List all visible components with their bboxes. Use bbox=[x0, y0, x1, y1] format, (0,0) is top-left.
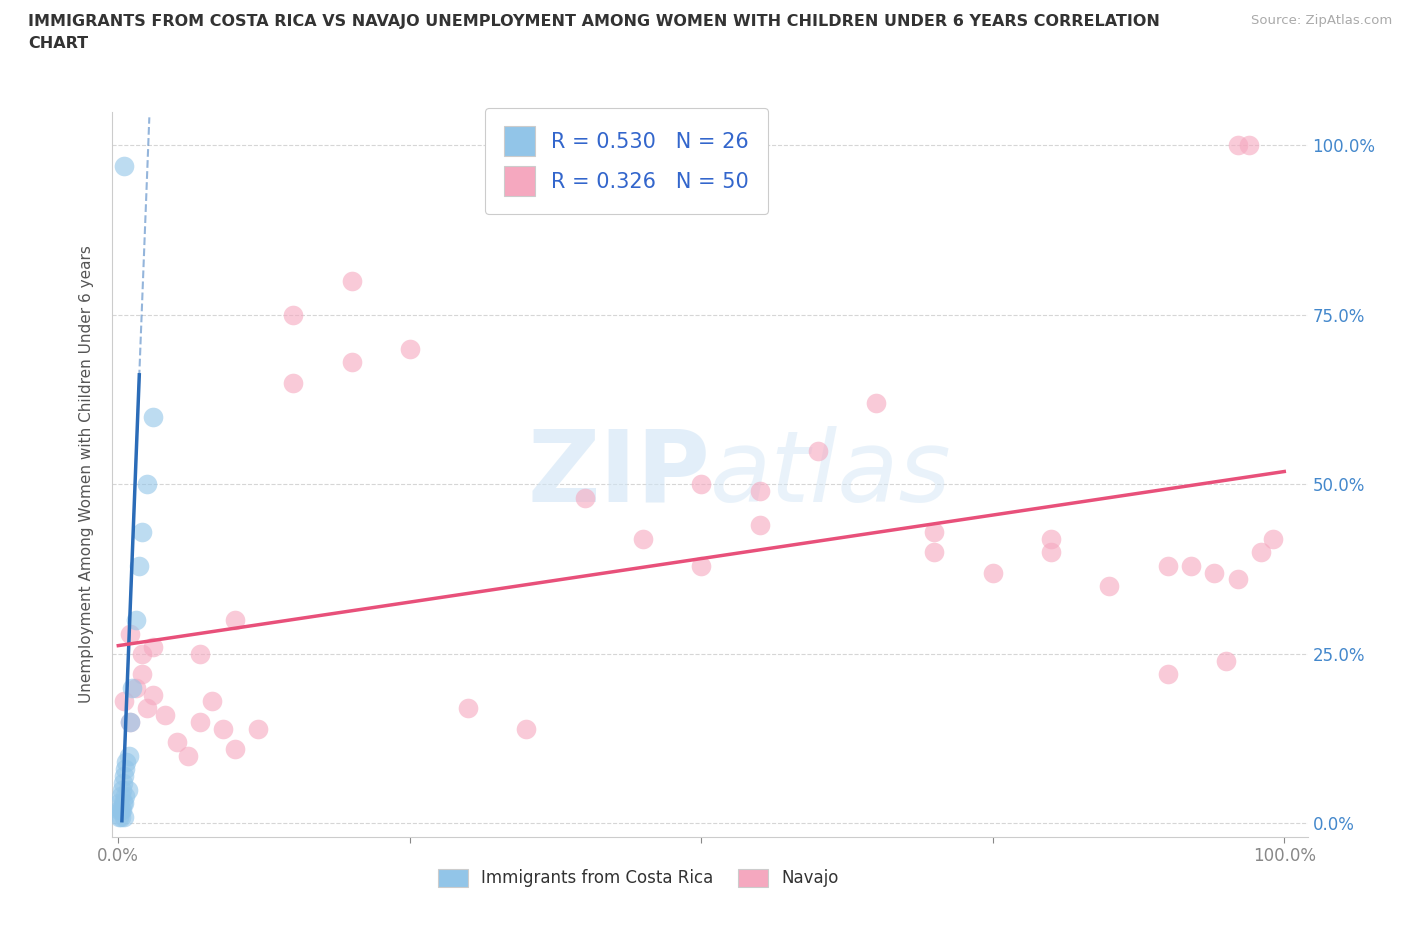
Point bbox=[748, 484, 770, 498]
Point bbox=[112, 768, 135, 783]
Point bbox=[981, 565, 1004, 580]
Point bbox=[153, 708, 176, 723]
Point bbox=[136, 700, 159, 715]
Point bbox=[131, 525, 153, 539]
Point bbox=[1204, 565, 1226, 580]
Point bbox=[111, 803, 134, 817]
Point bbox=[112, 809, 135, 824]
Point bbox=[1261, 531, 1284, 546]
Point bbox=[188, 714, 211, 729]
Point bbox=[110, 803, 132, 817]
Point bbox=[1215, 653, 1237, 668]
Point bbox=[283, 308, 305, 323]
Text: IMMIGRANTS FROM COSTA RICA VS NAVAJO UNEMPLOYMENT AMONG WOMEN WITH CHILDREN UNDE: IMMIGRANTS FROM COSTA RICA VS NAVAJO UNE… bbox=[28, 14, 1160, 51]
Point bbox=[340, 355, 363, 370]
Y-axis label: Unemployment Among Women with Children Under 6 years: Unemployment Among Women with Children U… bbox=[79, 246, 94, 703]
Point bbox=[1239, 138, 1261, 153]
Point bbox=[121, 681, 143, 696]
Point bbox=[200, 694, 222, 709]
Point bbox=[398, 341, 420, 356]
Point bbox=[136, 477, 159, 492]
Point bbox=[115, 755, 138, 770]
Point bbox=[188, 646, 211, 661]
Point bbox=[112, 158, 135, 173]
Point bbox=[224, 613, 246, 628]
Point bbox=[142, 409, 165, 424]
Point bbox=[212, 721, 235, 736]
Point bbox=[865, 395, 887, 410]
Point bbox=[515, 721, 537, 736]
Point bbox=[631, 531, 654, 546]
Point bbox=[131, 667, 153, 682]
Point bbox=[748, 518, 770, 533]
Point bbox=[108, 803, 131, 817]
Point bbox=[111, 782, 134, 797]
Point bbox=[111, 776, 134, 790]
Point bbox=[1156, 667, 1178, 682]
Point bbox=[128, 558, 150, 573]
Point bbox=[690, 558, 713, 573]
Point bbox=[118, 626, 141, 641]
Point bbox=[118, 714, 141, 729]
Point bbox=[1180, 558, 1202, 573]
Point bbox=[340, 273, 363, 288]
Point bbox=[108, 796, 131, 811]
Legend: Immigrants from Costa Rica, Navajo: Immigrants from Costa Rica, Navajo bbox=[432, 862, 845, 894]
Point bbox=[1226, 572, 1249, 587]
Point bbox=[177, 749, 200, 764]
Point bbox=[1040, 531, 1063, 546]
Point bbox=[1226, 138, 1249, 153]
Point bbox=[112, 694, 135, 709]
Point bbox=[118, 749, 141, 764]
Point bbox=[114, 762, 136, 777]
Point bbox=[1250, 545, 1272, 560]
Point bbox=[142, 640, 165, 655]
Point bbox=[224, 741, 246, 756]
Point bbox=[117, 782, 139, 797]
Point bbox=[924, 545, 946, 560]
Point bbox=[118, 714, 141, 729]
Point bbox=[108, 809, 131, 824]
Point bbox=[131, 646, 153, 661]
Point bbox=[807, 443, 830, 458]
Point bbox=[1156, 558, 1178, 573]
Point bbox=[1040, 545, 1063, 560]
Point bbox=[110, 809, 132, 824]
Text: atlas: atlas bbox=[710, 426, 952, 523]
Point bbox=[574, 491, 596, 506]
Point bbox=[283, 376, 305, 391]
Point bbox=[111, 796, 134, 811]
Point bbox=[114, 789, 136, 804]
Point bbox=[924, 525, 946, 539]
Point bbox=[142, 687, 165, 702]
Point bbox=[690, 477, 713, 492]
Point bbox=[110, 789, 132, 804]
Point bbox=[247, 721, 270, 736]
Point bbox=[1098, 578, 1121, 593]
Point bbox=[457, 700, 479, 715]
Point bbox=[125, 613, 148, 628]
Text: ZIP: ZIP bbox=[527, 426, 710, 523]
Point bbox=[125, 681, 148, 696]
Text: Source: ZipAtlas.com: Source: ZipAtlas.com bbox=[1251, 14, 1392, 27]
Point bbox=[112, 796, 135, 811]
Point bbox=[166, 735, 188, 750]
